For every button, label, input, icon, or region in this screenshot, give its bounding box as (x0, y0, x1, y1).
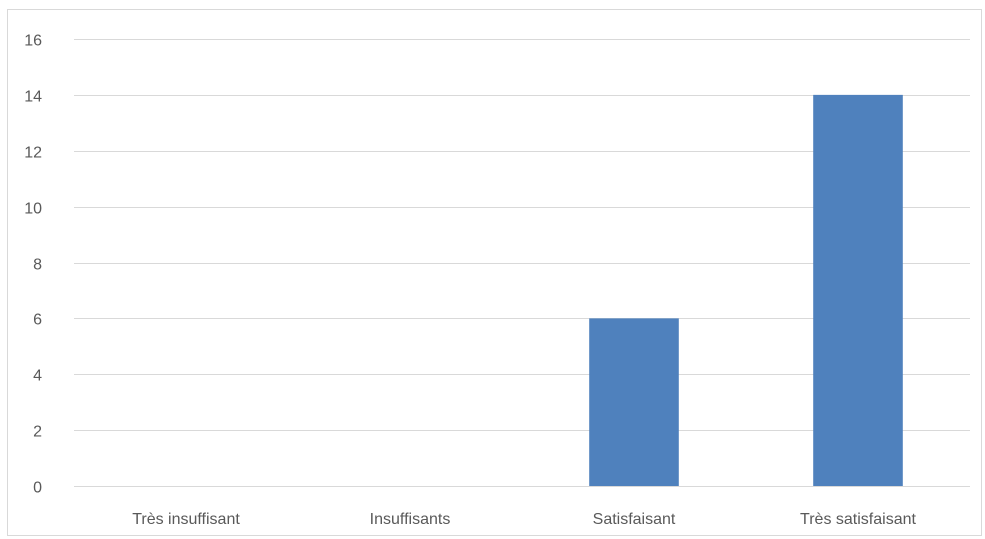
y-tick-label: 0 (33, 480, 42, 497)
y-tick-label: 8 (33, 257, 42, 274)
y-tick-label: 2 (33, 424, 42, 441)
bars (589, 94, 903, 486)
y-tick-label: 4 (33, 368, 42, 385)
x-category-label: Satisfaisant (593, 511, 676, 528)
bar (589, 318, 679, 486)
y-tick-label: 10 (24, 201, 42, 218)
x-category-label: Insuffisants (370, 511, 451, 528)
x-category-label: Très satisfaisant (800, 511, 916, 528)
x-axis-category-labels: Très insuffisant Insuffisants Satisfaisant… (132, 511, 916, 528)
y-tick-label: 6 (33, 312, 42, 329)
y-tick-label: 12 (24, 145, 42, 162)
y-tick-label: 14 (24, 89, 42, 106)
y-tick-label: 16 (24, 33, 42, 50)
x-category-label: Très insuffisant (132, 511, 240, 528)
bar (813, 94, 903, 486)
y-axis-tick-labels: 0 2 4 6 8 10 12 14 16 (24, 33, 42, 497)
